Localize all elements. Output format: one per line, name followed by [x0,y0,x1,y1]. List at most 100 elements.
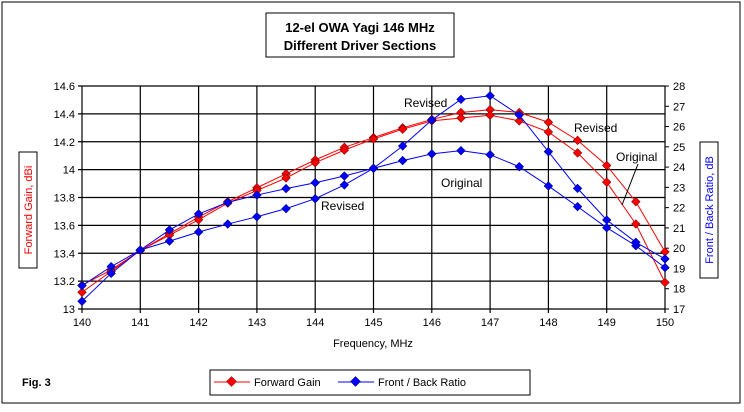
y-left-tick-label: 13.6 [54,220,75,232]
data-point [602,160,612,171]
data-point [106,261,116,272]
legend-fb-label: Front / Back Ratio [378,377,466,389]
x-tick-label: 144 [306,317,324,329]
x-tick-label: 150 [656,317,674,329]
data-point [543,117,554,127]
data-point [572,201,583,212]
y-right-tick-label: 26 [673,122,685,134]
x-tick-label: 146 [423,317,441,329]
title-box [265,12,455,58]
data-point [602,177,612,187]
data-point [397,155,408,166]
data-point [339,180,350,190]
y-left-tick-label: 14 [63,165,75,177]
data-point [427,115,437,125]
data-point [252,212,262,222]
y-right-tick-label: 28 [673,81,685,93]
annotation-original-gain: Original [616,150,657,164]
data-point [368,163,379,173]
y-right-tick-label: 27 [673,101,685,113]
y-left-tick-label: 13 [63,304,75,316]
data-point [602,215,612,225]
right-axis-label: Front / Back Ratio, dB [704,156,716,264]
data-point [339,145,350,155]
data-point [106,268,116,278]
data-point [485,105,495,115]
data-point [310,157,320,168]
data-point [77,287,87,297]
annotation-leader-line [621,163,639,206]
x-tick-label: 143 [248,317,266,329]
data-point [456,146,466,156]
right-axis-label-box [699,141,719,279]
data-point [660,277,670,288]
data-point [135,245,145,255]
x-tick-label: 147 [481,317,499,329]
data-point [164,230,175,240]
y-right-tick-label: 20 [673,243,685,255]
data-point [456,94,466,105]
data-point [310,194,320,204]
data-point [572,135,583,146]
y-right-tick-label: 17 [673,304,685,316]
left-axis-label-box [18,151,38,269]
data-point [514,162,524,172]
title-line-1: 12-el OWA Yagi 146 MHz [285,20,435,35]
data-point [485,91,495,101]
x-tick-label: 142 [189,317,207,329]
data-point [485,110,495,120]
data-point [397,124,408,134]
data-point [281,173,291,183]
y-right-tick-label: 24 [673,162,685,174]
y-left-tick-label: 14.2 [54,137,75,149]
data-point [368,134,379,144]
data-point [77,281,87,291]
legend-gain-marker [226,376,237,387]
x-axis-label: Frequency, MHz [333,338,413,350]
y-left-tick-label: 14.6 [54,81,75,93]
legend: Forward Gain Front / Back Ratio [209,369,531,396]
legend-fb-marker [350,376,361,387]
data-point [543,147,554,157]
data-point [572,148,583,158]
data-point [514,110,524,120]
data-point [193,215,204,225]
data-point [456,107,466,118]
data-point [223,219,233,229]
data-point [514,116,524,126]
data-point [427,149,437,159]
left-axis-label: Forward Gain, dBi [23,166,35,255]
data-point [660,254,670,264]
data-point [631,237,641,247]
annotation-revised-gain: Revised [574,121,617,135]
data-point [310,178,320,188]
data-point [281,183,291,194]
y-left-tick-label: 13.4 [54,248,75,260]
data-point [164,225,175,235]
data-point [397,141,408,151]
annotation-revised-fb-low: Revised [321,199,364,213]
y-right-tick-label: 21 [673,223,685,235]
y-right-tick-label: 18 [673,284,685,296]
data-point [660,262,670,273]
y-right-tick-label: 25 [673,142,685,154]
annotation-revised-fb: Revised [404,96,447,110]
legend-gain-label: Forward Gain [254,377,321,389]
y-left-tick-label: 13.2 [54,276,75,288]
data-point [281,203,291,214]
x-tick-label: 149 [598,317,616,329]
data-point [543,127,554,137]
data-point [193,209,204,219]
data-point [77,296,87,306]
data-point [631,197,641,207]
data-point [485,150,495,160]
y-right-tick-label: 22 [673,203,685,215]
x-tick-label: 141 [131,317,149,329]
data-point [572,183,583,194]
data-point [193,227,204,237]
data-point [602,223,612,233]
data-point [252,190,262,200]
x-tick-label: 140 [73,317,91,329]
